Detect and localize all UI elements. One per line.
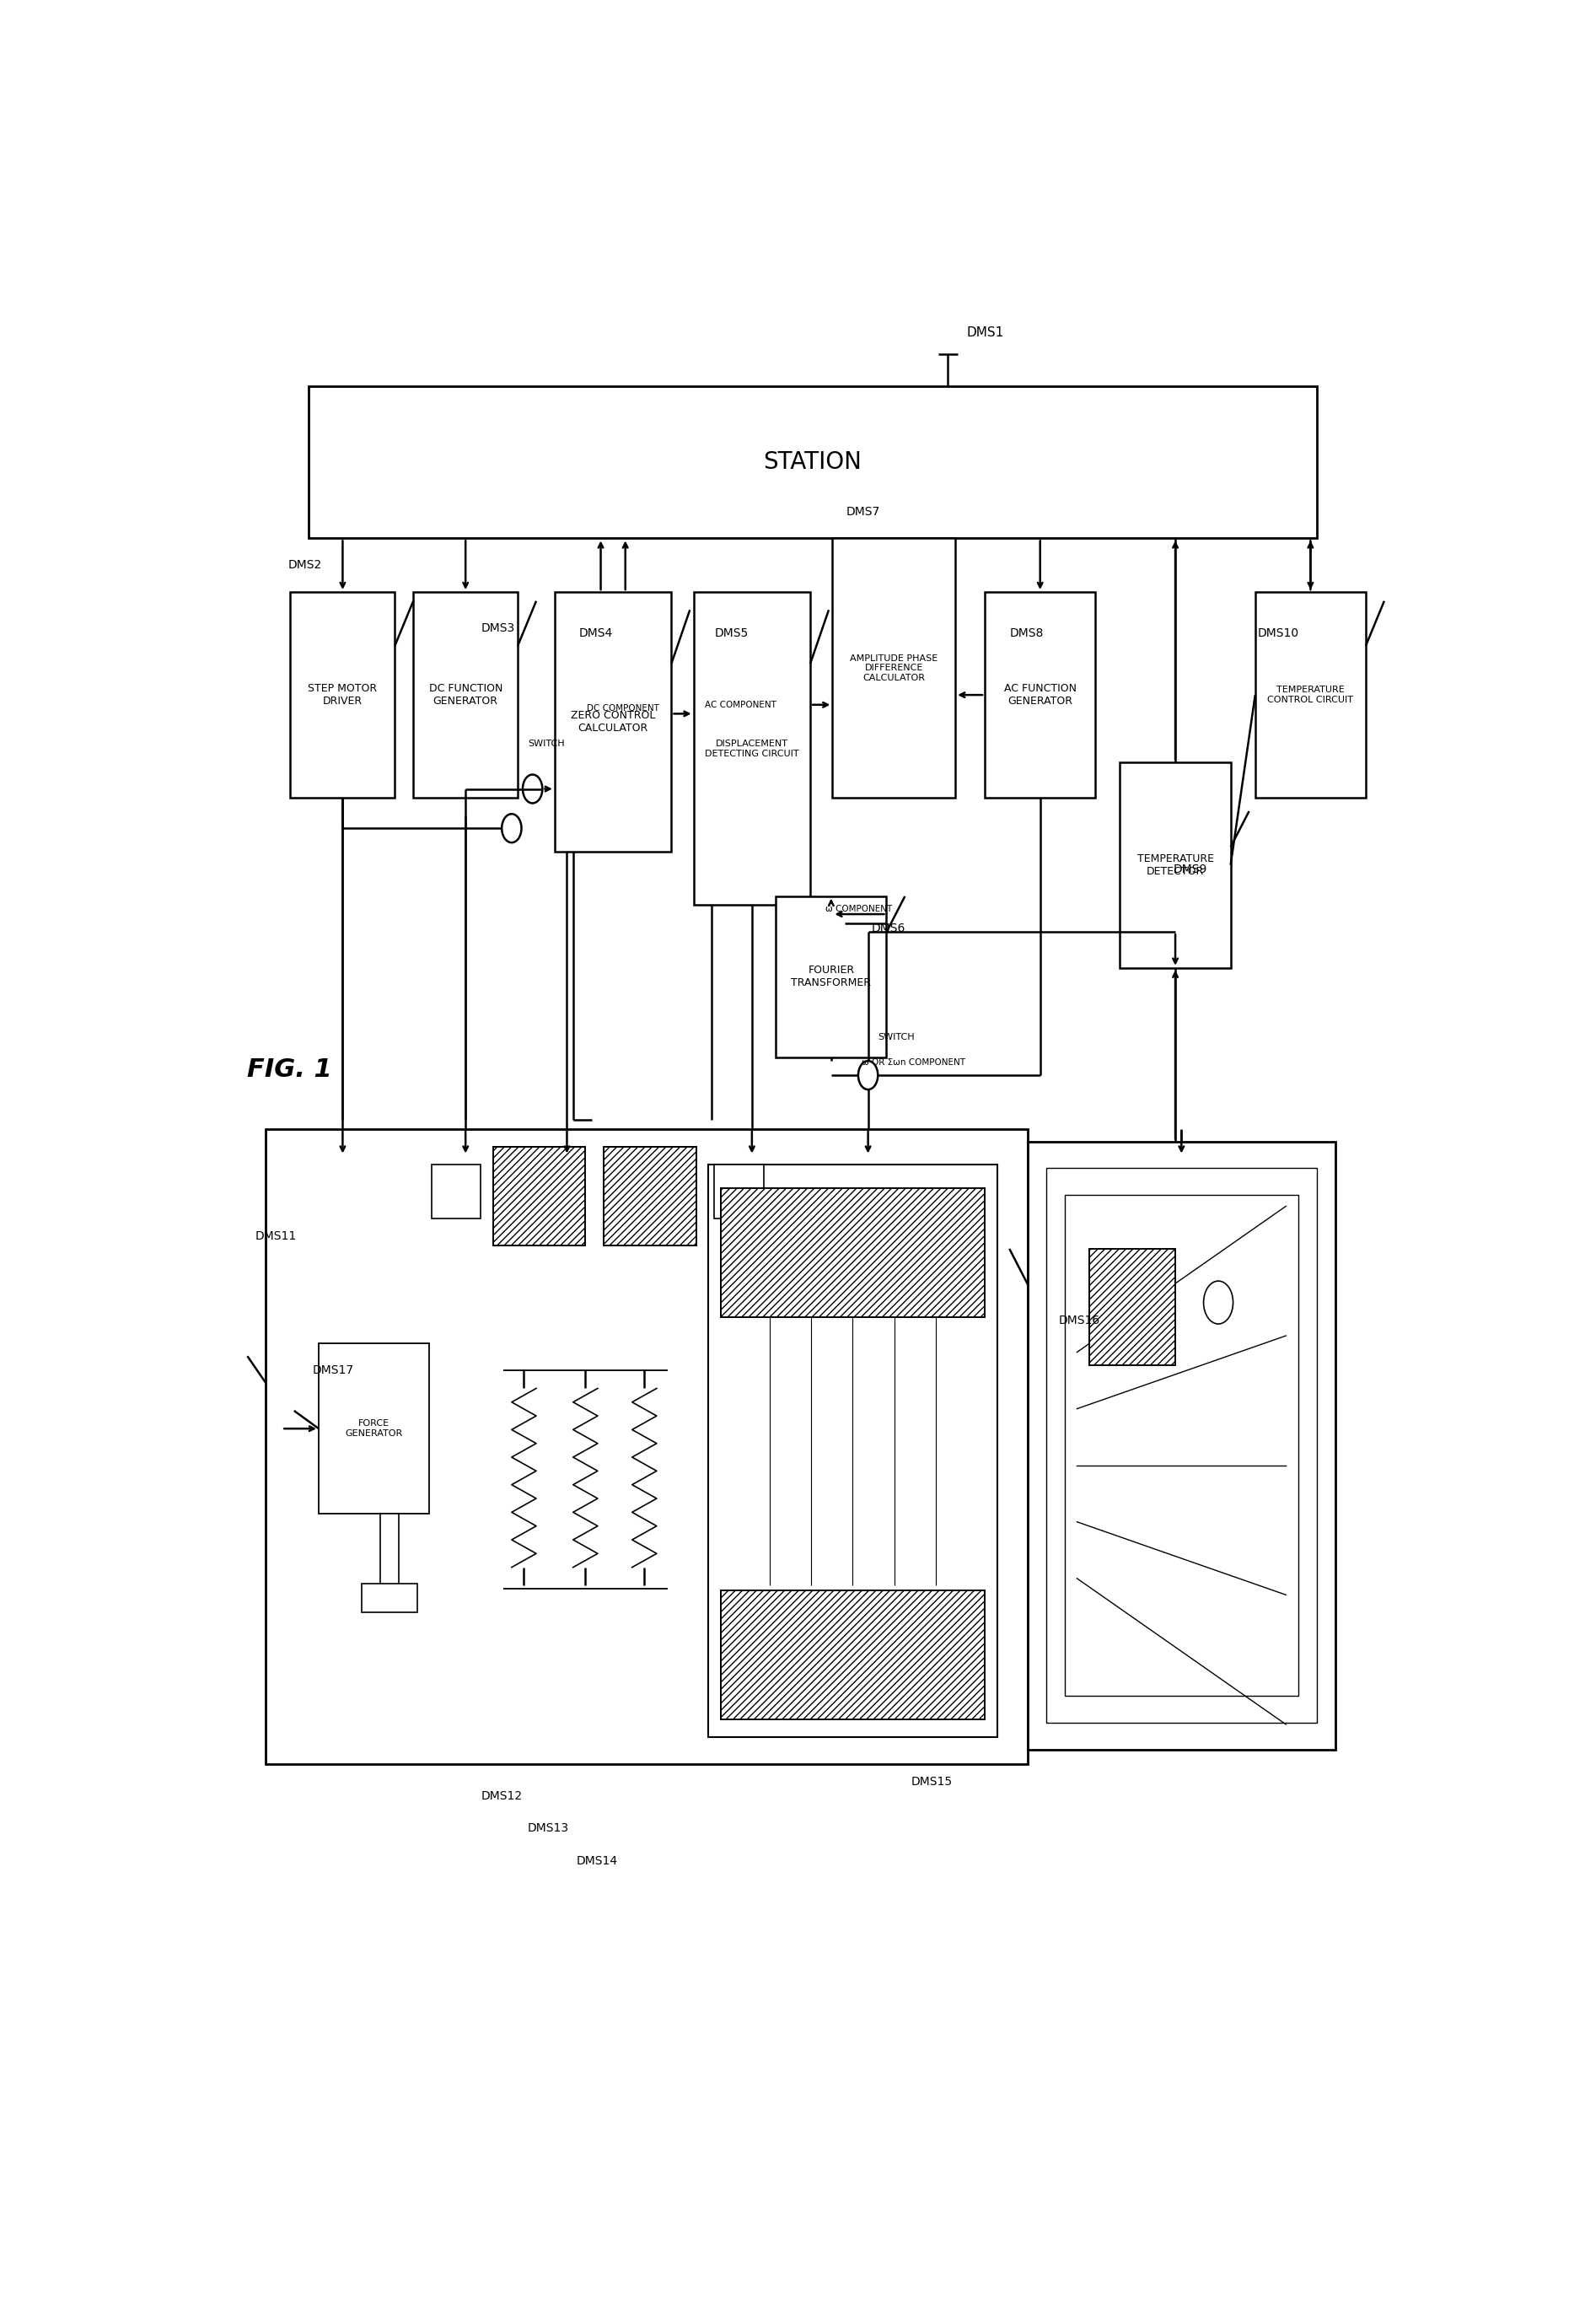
- Text: DMS2: DMS2: [288, 560, 322, 572]
- Text: TEMPERATURE
CONTROL CIRCUIT: TEMPERATURE CONTROL CIRCUIT: [1266, 686, 1352, 704]
- Text: SWITCH: SWITCH: [878, 1034, 915, 1041]
- Bar: [1089, 1248, 1174, 1364]
- Bar: [1046, 1169, 1316, 1722]
- Bar: [266, 1129, 1027, 1764]
- Text: DMS17: DMS17: [312, 1364, 353, 1376]
- Bar: [290, 593, 395, 797]
- Text: AC COMPONENT: AC COMPONENT: [704, 700, 775, 709]
- Text: DMS1: DMS1: [965, 325, 1003, 339]
- Text: DMS6: DMS6: [872, 923, 905, 934]
- Text: ω COMPONENT: ω COMPONENT: [824, 904, 891, 913]
- Bar: [414, 593, 517, 797]
- Bar: [832, 539, 954, 797]
- Bar: [720, 1590, 984, 1720]
- Text: ω OR Σωn COMPONENT: ω OR Σωn COMPONENT: [862, 1057, 965, 1067]
- Text: ZERO CONTROL
CALCULATOR: ZERO CONTROL CALCULATOR: [571, 709, 655, 734]
- Text: DMS7: DMS7: [845, 507, 880, 518]
- Bar: [319, 1343, 430, 1513]
- Text: DMS10: DMS10: [1257, 627, 1298, 639]
- Bar: [984, 593, 1095, 797]
- Bar: [1089, 1248, 1174, 1364]
- Text: DMS8: DMS8: [1010, 627, 1043, 639]
- Text: SWITCH: SWITCH: [528, 739, 564, 748]
- Bar: [708, 1164, 997, 1738]
- Bar: [604, 1146, 696, 1246]
- Bar: [720, 1590, 984, 1720]
- Bar: [493, 1146, 585, 1246]
- Text: AC FUNCTION
GENERATOR: AC FUNCTION GENERATOR: [1003, 683, 1076, 706]
- Text: DMS16: DMS16: [1059, 1315, 1100, 1327]
- Bar: [1255, 593, 1365, 797]
- Text: DMS4: DMS4: [579, 627, 613, 639]
- Bar: [720, 1188, 984, 1318]
- Bar: [693, 593, 810, 904]
- Bar: [1119, 762, 1230, 967]
- Text: FOURIER
TRANSFORMER: FOURIER TRANSFORMER: [791, 964, 870, 988]
- Bar: [380, 1513, 398, 1590]
- Bar: [604, 1146, 696, 1246]
- Text: STEP MOTOR
DRIVER: STEP MOTOR DRIVER: [307, 683, 377, 706]
- Bar: [1064, 1195, 1298, 1697]
- Text: FORCE
GENERATOR: FORCE GENERATOR: [346, 1420, 403, 1439]
- Text: STATION: STATION: [762, 451, 862, 474]
- Text: DMS3: DMS3: [480, 623, 515, 634]
- Bar: [1027, 1141, 1335, 1750]
- Text: DMS14: DMS14: [577, 1855, 618, 1866]
- Text: DC FUNCTION
GENERATOR: DC FUNCTION GENERATOR: [428, 683, 502, 706]
- Text: AMPLITUDE PHASE
DIFFERENCE
CALCULATOR: AMPLITUDE PHASE DIFFERENCE CALCULATOR: [850, 653, 937, 681]
- Text: DMS15: DMS15: [910, 1776, 953, 1787]
- Bar: [775, 897, 886, 1057]
- Bar: [493, 1146, 585, 1246]
- Bar: [713, 1164, 764, 1218]
- Text: DMS12: DMS12: [480, 1789, 521, 1801]
- Text: TEMPERATURE
DETECTOR: TEMPERATURE DETECTOR: [1136, 853, 1213, 876]
- Text: FIG. 1: FIG. 1: [247, 1057, 333, 1083]
- Bar: [309, 386, 1316, 539]
- Text: DMS9: DMS9: [1173, 865, 1206, 876]
- Bar: [555, 593, 670, 851]
- Bar: [431, 1164, 480, 1218]
- Text: DMS11: DMS11: [255, 1229, 296, 1241]
- Text: DMS13: DMS13: [528, 1822, 569, 1834]
- Bar: [361, 1583, 417, 1613]
- Text: DMS5: DMS5: [713, 627, 748, 639]
- Text: DISPLACEMENT
DETECTING CIRCUIT: DISPLACEMENT DETECTING CIRCUIT: [704, 739, 799, 758]
- Text: DC COMPONENT: DC COMPONENT: [586, 704, 659, 713]
- Bar: [720, 1188, 984, 1318]
